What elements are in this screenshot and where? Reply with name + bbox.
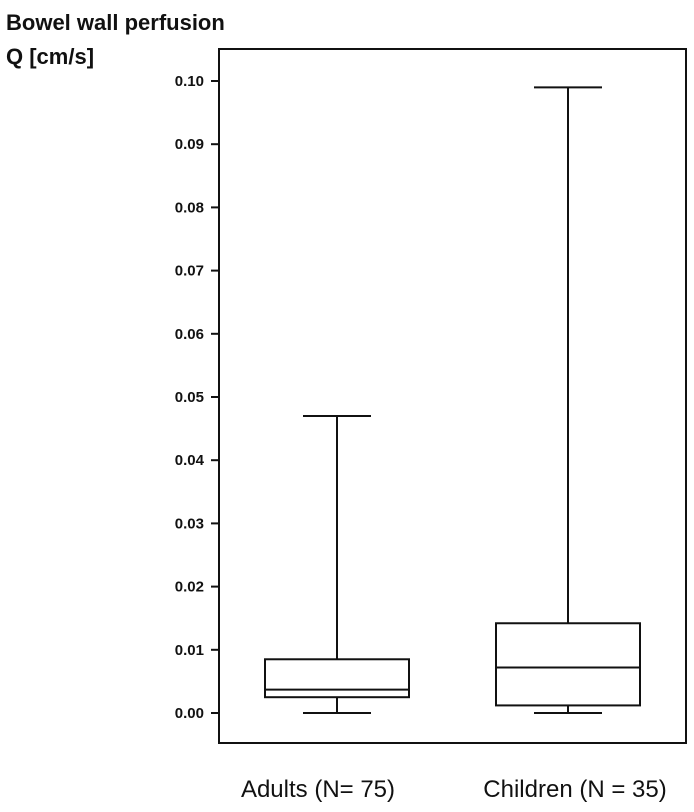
y-tick-label: 0.04 bbox=[175, 452, 205, 469]
box-adults bbox=[264, 414, 410, 714]
chart-title: Bowel wall perfusion bbox=[6, 10, 225, 35]
y-tick-label: 0.07 bbox=[175, 263, 204, 280]
y-tick-label: 0.09 bbox=[175, 136, 204, 153]
y-tick-label: 0.10 bbox=[175, 73, 204, 90]
iqr-box bbox=[495, 622, 641, 707]
y-tick-label: 0.06 bbox=[175, 326, 204, 343]
plot-frame bbox=[218, 48, 687, 744]
y-tick-label: 0.01 bbox=[175, 642, 204, 659]
y-axis-label: Q [cm/s] bbox=[6, 44, 95, 69]
y-tick-label: 0.05 bbox=[175, 389, 204, 406]
y-axis-ticks: 0.00 0.01 0.02 0.03 0.04 0.05 0.06 0.07 0.08 0.09… bbox=[175, 73, 219, 722]
box-series bbox=[264, 86, 641, 714]
iqr-box bbox=[264, 658, 410, 699]
y-tick-label: 0.03 bbox=[175, 515, 204, 532]
x-axis-categories: Adults (N= 75) Children (N = 35) bbox=[241, 776, 667, 803]
y-tick-label: 0.02 bbox=[175, 579, 204, 596]
x-category-label: Children (N = 35) bbox=[483, 776, 666, 803]
box-children bbox=[495, 86, 641, 714]
y-tick-label: 0.00 bbox=[175, 705, 204, 722]
x-category-label: Adults (N= 75) bbox=[241, 776, 395, 803]
y-tick-label: 0.08 bbox=[175, 199, 204, 216]
